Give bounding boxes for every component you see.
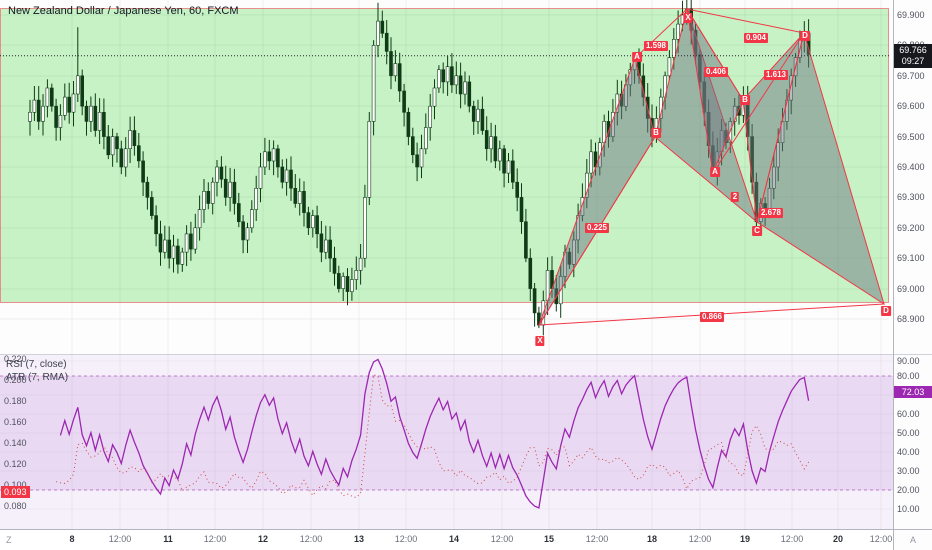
price-axis-label: 69.300 xyxy=(897,192,925,202)
time-axis-label: 13 xyxy=(353,534,365,544)
rsi-legend-item[interactable]: RSI (7, close) xyxy=(6,359,67,370)
price-axis-label: 69.500 xyxy=(897,132,925,142)
time-axis-label: 12:00 xyxy=(203,534,227,544)
time-axis-label: 20 xyxy=(832,534,844,544)
rsi-axis-label: 30.00 xyxy=(897,466,920,476)
time-axis-label: 12:00 xyxy=(585,534,609,544)
price-axis-label: 69.600 xyxy=(897,101,925,111)
atr-value-badge: 0.093 xyxy=(1,486,30,498)
indicator-axis[interactable]: 90.0080.0070.0060.0050.0040.0030.0020.00… xyxy=(894,355,932,530)
range-highlight xyxy=(0,8,889,303)
time-axis-label: 15 xyxy=(543,534,555,544)
indicator-pane[interactable]: RSI (7, close) ATR (7, RMA) 0.220 0.200 0.… xyxy=(0,354,893,530)
auto-scale-label[interactable]: A xyxy=(909,535,916,545)
harmonic-pattern-drawing[interactable] xyxy=(538,7,885,326)
time-axis-label: 12:00 xyxy=(394,534,418,544)
atr-axis-label: 0.160 xyxy=(4,417,27,427)
rsi-axis-label: 60.00 xyxy=(897,409,920,419)
atr-axis-label: 0.220 xyxy=(4,354,27,364)
rsi-axis-label: 20.00 xyxy=(897,485,920,495)
rsi-axis-label: 50.00 xyxy=(897,428,920,438)
bar-countdown: 09:27 xyxy=(901,56,925,66)
rsi-plot xyxy=(59,358,810,509)
time-axis-label: 18 xyxy=(646,534,658,544)
timezone-hint[interactable]: Z xyxy=(6,535,12,545)
rsi-axis-label: 80.00 xyxy=(897,371,920,381)
price-axis-label: 69.400 xyxy=(897,162,925,172)
main-chart-pane[interactable]: X A B X A B 2 C D D 1.598 0.904 0.406 1.613 0.225 2.678… xyxy=(0,0,893,355)
price-axis-label: 69.200 xyxy=(897,223,925,233)
current-price-value: 69.766 xyxy=(899,45,927,55)
candlestick-chart-svg xyxy=(0,0,889,355)
price-axis-column: 69.90069.80069.70069.60069.50069.40069.3… xyxy=(893,0,932,550)
atr-axis-label: 0.080 xyxy=(4,501,27,511)
atr-legend-item[interactable]: ATR (7, RMA) xyxy=(6,372,69,383)
time-axis-label: 12:00 xyxy=(490,534,514,544)
current-price-badge: 69.766 09:27 xyxy=(894,44,932,68)
time-axis[interactable]: Z 8 12:00 11 12:00 12 12:00 13 12:00 14 12:00 15 12… xyxy=(0,530,893,550)
price-axis-label: 68.900 xyxy=(897,314,925,324)
time-axis-label: 12:00 xyxy=(299,534,323,544)
atr-axis-label: 0.120 xyxy=(4,459,27,469)
atr-axis-label: 0.180 xyxy=(4,396,27,406)
time-axis-label: 12 xyxy=(257,534,269,544)
time-axis-label: 14 xyxy=(448,534,460,544)
rsi-value-badge: 72.03 xyxy=(894,386,932,398)
atr-axis-label: 0.140 xyxy=(4,438,27,448)
rsi-axis-label: 90.00 xyxy=(897,356,920,366)
rsi-axis-label: 10.00 xyxy=(897,504,920,514)
time-axis-label: 12:00 xyxy=(780,534,804,544)
candles-layer xyxy=(28,0,811,336)
atr-axis-label: 0.100 xyxy=(4,480,27,490)
indicator-legend: RSI (7, close) ATR (7, RMA) xyxy=(6,358,68,384)
indicator-svg xyxy=(0,355,893,530)
atr-plot xyxy=(55,374,810,499)
price-axis[interactable]: 69.90069.80069.70069.60069.50069.40069.3… xyxy=(894,0,932,355)
time-axis-label: 19 xyxy=(739,534,751,544)
time-axis-label: 12:00 xyxy=(108,534,132,544)
time-axis-label: 11 xyxy=(163,534,173,544)
symbol-title[interactable]: New Zealand Dollar / Japanese Yen, 60, F… xyxy=(8,5,239,17)
atr-axis-label: 0.200 xyxy=(4,375,27,385)
time-axis-label: 12:00 xyxy=(688,534,712,544)
rsi-axis-label: 40.00 xyxy=(897,447,920,457)
price-axis-label: 69.900 xyxy=(897,10,925,20)
price-axis-label: 69.100 xyxy=(897,253,925,263)
price-axis-label: 69.000 xyxy=(897,284,925,294)
price-axis-label: 69.700 xyxy=(897,71,925,81)
time-axis-label: 8 xyxy=(69,534,75,544)
time-axis-label: 12:00 xyxy=(869,534,893,544)
